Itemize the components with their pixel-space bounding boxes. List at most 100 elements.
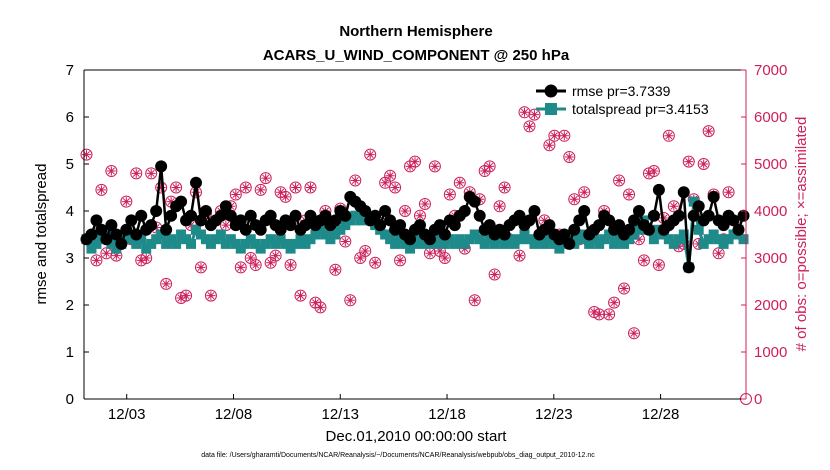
rmse-point — [359, 205, 372, 217]
rmse-point — [120, 223, 133, 236]
legend-totalspread-label: totalspread pr=3.4153 — [572, 101, 709, 117]
obs-possible-marker — [254, 183, 267, 196]
obs-possible-marker — [344, 294, 357, 307]
rmse-point — [284, 219, 297, 232]
totalspread-point — [738, 234, 749, 245]
obs-possible-marker — [652, 259, 665, 272]
obs-assimilated-marker — [515, 251, 525, 261]
obs-assimilated-marker — [241, 183, 251, 192]
obs-possible-marker — [722, 186, 735, 199]
rmse-point — [239, 223, 252, 236]
obs-possible-marker — [339, 235, 352, 248]
obs-assimilated-marker — [360, 246, 370, 256]
obs-assimilated-marker — [141, 253, 151, 263]
obs-possible-marker — [120, 195, 133, 208]
rmse-point — [717, 219, 730, 232]
obs-possible-marker — [279, 190, 292, 203]
rmse-point — [468, 195, 481, 208]
rmse-point — [543, 219, 556, 232]
obs-possible-marker — [662, 129, 675, 142]
obs-assimilated-marker — [181, 291, 191, 301]
rmse-point — [438, 228, 451, 241]
rmse-point — [433, 219, 446, 232]
legend-totalspread-marker — [545, 103, 557, 115]
obs-assimilated-marker — [365, 150, 375, 160]
obs-assimilated-marker — [315, 302, 325, 312]
obs-assimilated-marker — [629, 328, 639, 338]
obs-assimilated-marker — [96, 185, 106, 195]
obs-assimilated-marker — [395, 255, 405, 265]
y-tick-label-left: 2 — [66, 297, 74, 314]
rmse-point — [289, 209, 302, 222]
obs-assimilated-marker — [470, 295, 480, 305]
obs-possible-marker — [578, 186, 591, 199]
totalspread-point — [693, 224, 704, 235]
rmse-point — [219, 200, 232, 213]
obs-possible-marker — [384, 169, 397, 182]
obs-assimilated-marker — [714, 248, 724, 258]
obs-assimilated-marker — [529, 110, 539, 120]
rmse-point — [234, 214, 247, 227]
obs-possible-marker — [304, 181, 317, 194]
rmse-point — [90, 214, 103, 227]
x-tick-label: 12/08 — [215, 406, 253, 423]
legend: rmse pr=3.7339 totalspread pr=3.4153 — [536, 83, 709, 117]
obs-possible-marker — [438, 252, 451, 264]
x-tick-label: 12/13 — [321, 406, 359, 423]
y-tick-label-left: 5 — [66, 156, 74, 173]
chart-title-line2: ACARS_U_WIND_COMPONENT @ 250 hPa — [263, 47, 570, 64]
obs-possible-marker — [498, 181, 511, 194]
obs-possible-marker — [229, 188, 242, 201]
rmse-point — [687, 209, 700, 222]
obs-assimilated-marker — [161, 279, 171, 289]
obs-assimilated-marker — [410, 157, 420, 167]
obs-assimilated-marker — [345, 295, 355, 305]
obs-assimilated-marker — [480, 166, 490, 176]
rmse-point — [413, 219, 426, 232]
obs-assimilated-marker — [91, 255, 101, 265]
obs-assimilated-marker — [246, 253, 256, 263]
obs-assimilated-marker — [350, 175, 360, 185]
rmse-point — [145, 219, 158, 232]
rmse-point — [528, 205, 541, 217]
obs-possible-marker — [558, 129, 571, 142]
y-tick-label-left: 1 — [66, 344, 74, 361]
chart-title-line1: Northern Hemisphere — [339, 23, 492, 40]
totalspread-point — [186, 238, 197, 249]
obs-assimilated-marker — [251, 260, 261, 270]
rmse-point — [558, 228, 571, 241]
obs-possible-marker — [130, 167, 143, 180]
obs-assimilated-marker — [111, 251, 121, 261]
rmse-point — [603, 214, 616, 227]
obs-possible-marker — [697, 158, 710, 170]
obs-possible-marker — [145, 167, 158, 180]
obs-assimilated-marker — [261, 173, 271, 183]
obs-assimilated-marker — [430, 161, 440, 171]
rmse-point — [150, 205, 163, 217]
obs-possible-marker — [563, 150, 576, 163]
obs-possible-marker — [389, 181, 402, 194]
rmse-point — [95, 223, 108, 236]
obs-possible-marker — [170, 181, 183, 194]
obs-possible-marker — [543, 139, 556, 152]
obs-assimilated-marker — [624, 190, 634, 200]
obs-assimilated-marker — [490, 269, 500, 279]
rmse-point — [299, 219, 312, 232]
obs-possible-marker — [453, 176, 466, 189]
obs-assimilated-marker — [455, 178, 465, 188]
rmse-point — [523, 214, 536, 227]
obs-possible-marker — [523, 120, 536, 133]
rmse-point — [573, 214, 586, 227]
obs-assimilated-marker — [166, 197, 176, 207]
obs-assimilated-marker — [485, 161, 495, 171]
obs-possible-marker — [493, 200, 506, 213]
obs-possible-marker — [349, 174, 362, 187]
obs-assimilated-marker — [604, 309, 614, 319]
y-tick-label-right: 6000 — [754, 109, 787, 126]
rmse-point — [483, 219, 496, 232]
rmse-point — [199, 205, 212, 217]
rmse-point — [374, 219, 387, 232]
obs-assimilated-marker — [256, 185, 266, 195]
obs-assimilated-marker — [699, 159, 709, 169]
